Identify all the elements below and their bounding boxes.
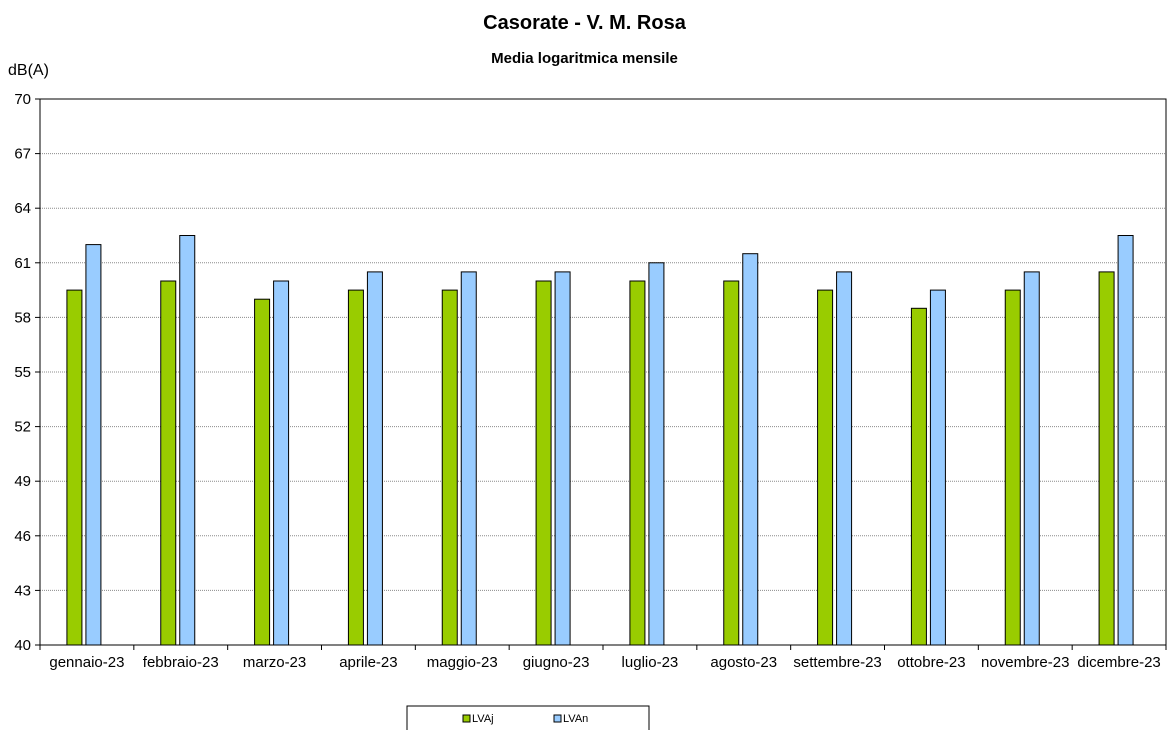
bar-lvan-settembre-23 — [836, 271, 853, 646]
bar-lvan-luglio-23 — [648, 262, 665, 646]
bar-lvan-agosto-23 — [742, 253, 759, 646]
bar-lvaj-giugno-23 — [535, 280, 552, 646]
legend-box — [406, 705, 650, 730]
y-tick-label: 49 — [14, 473, 31, 490]
bar-lvan-aprile-23 — [366, 271, 383, 646]
bar-lvan-gennaio-23 — [85, 244, 102, 646]
bar-lvaj-luglio-23 — [629, 280, 646, 646]
bar-lvaj-settembre-23 — [817, 289, 834, 646]
legend-swatch-lvan — [553, 714, 562, 723]
bar-lvan-novembre-23 — [1023, 271, 1040, 646]
x-tick-label: marzo-23 — [243, 654, 306, 671]
bar-lvaj-marzo-23 — [254, 298, 271, 646]
x-tick-label: ottobre-23 — [897, 654, 965, 671]
bar-lvaj-novembre-23 — [1004, 289, 1021, 646]
bar-lvan-maggio-23 — [460, 271, 477, 646]
x-tick-label: dicembre-23 — [1077, 654, 1160, 671]
bar-lvaj-aprile-23 — [347, 289, 364, 646]
bar-lvaj-agosto-23 — [723, 280, 740, 646]
bar-lvan-dicembre-23 — [1117, 235, 1134, 646]
x-tick-label: luglio-23 — [622, 654, 679, 671]
x-tick-label: gennaio-23 — [49, 654, 124, 671]
bar-lvaj-gennaio-23 — [66, 289, 83, 646]
y-tick-label: 43 — [14, 582, 31, 599]
y-tick-label: 55 — [14, 364, 31, 381]
x-tick-label: novembre-23 — [981, 654, 1069, 671]
y-tick-label: 52 — [14, 419, 31, 436]
y-tick-label: 64 — [14, 200, 31, 217]
y-axis-label: dB(A) — [8, 62, 49, 79]
chart-title: Casorate - V. M. Rosa — [483, 12, 686, 34]
x-tick-label: aprile-23 — [339, 654, 397, 671]
bar-lvaj-maggio-23 — [441, 289, 458, 646]
y-tick-label: 40 — [14, 637, 31, 654]
y-tick-label: 61 — [14, 255, 31, 272]
x-tick-label: maggio-23 — [427, 654, 498, 671]
x-tick-label: giugno-23 — [523, 654, 590, 671]
bar-lvaj-ottobre-23 — [910, 307, 927, 646]
y-tick-label: 46 — [14, 528, 31, 545]
bar-lvan-ottobre-23 — [929, 289, 946, 646]
legend-swatch-lvaj — [462, 714, 471, 723]
bar-lvaj-dicembre-23 — [1098, 271, 1115, 646]
x-tick-label: agosto-23 — [710, 654, 777, 671]
bar-lvan-giugno-23 — [554, 271, 571, 646]
chart-subtitle: Media logaritmica mensile — [491, 50, 678, 67]
x-tick-label: febbraio-23 — [143, 654, 219, 671]
y-tick-label: 67 — [14, 146, 31, 163]
legend-label-lvan: LVAn — [563, 713, 588, 725]
y-tick-label: 70 — [14, 91, 31, 108]
bar-lvaj-febbraio-23 — [160, 280, 177, 646]
bar-lvan-febbraio-23 — [179, 235, 196, 646]
bar-lvan-marzo-23 — [273, 280, 290, 646]
y-tick-label: 58 — [14, 309, 31, 326]
legend-label-lvaj: LVAj — [472, 713, 494, 725]
plot-frame — [39, 98, 1167, 646]
x-tick-label: settembre-23 — [793, 654, 881, 671]
